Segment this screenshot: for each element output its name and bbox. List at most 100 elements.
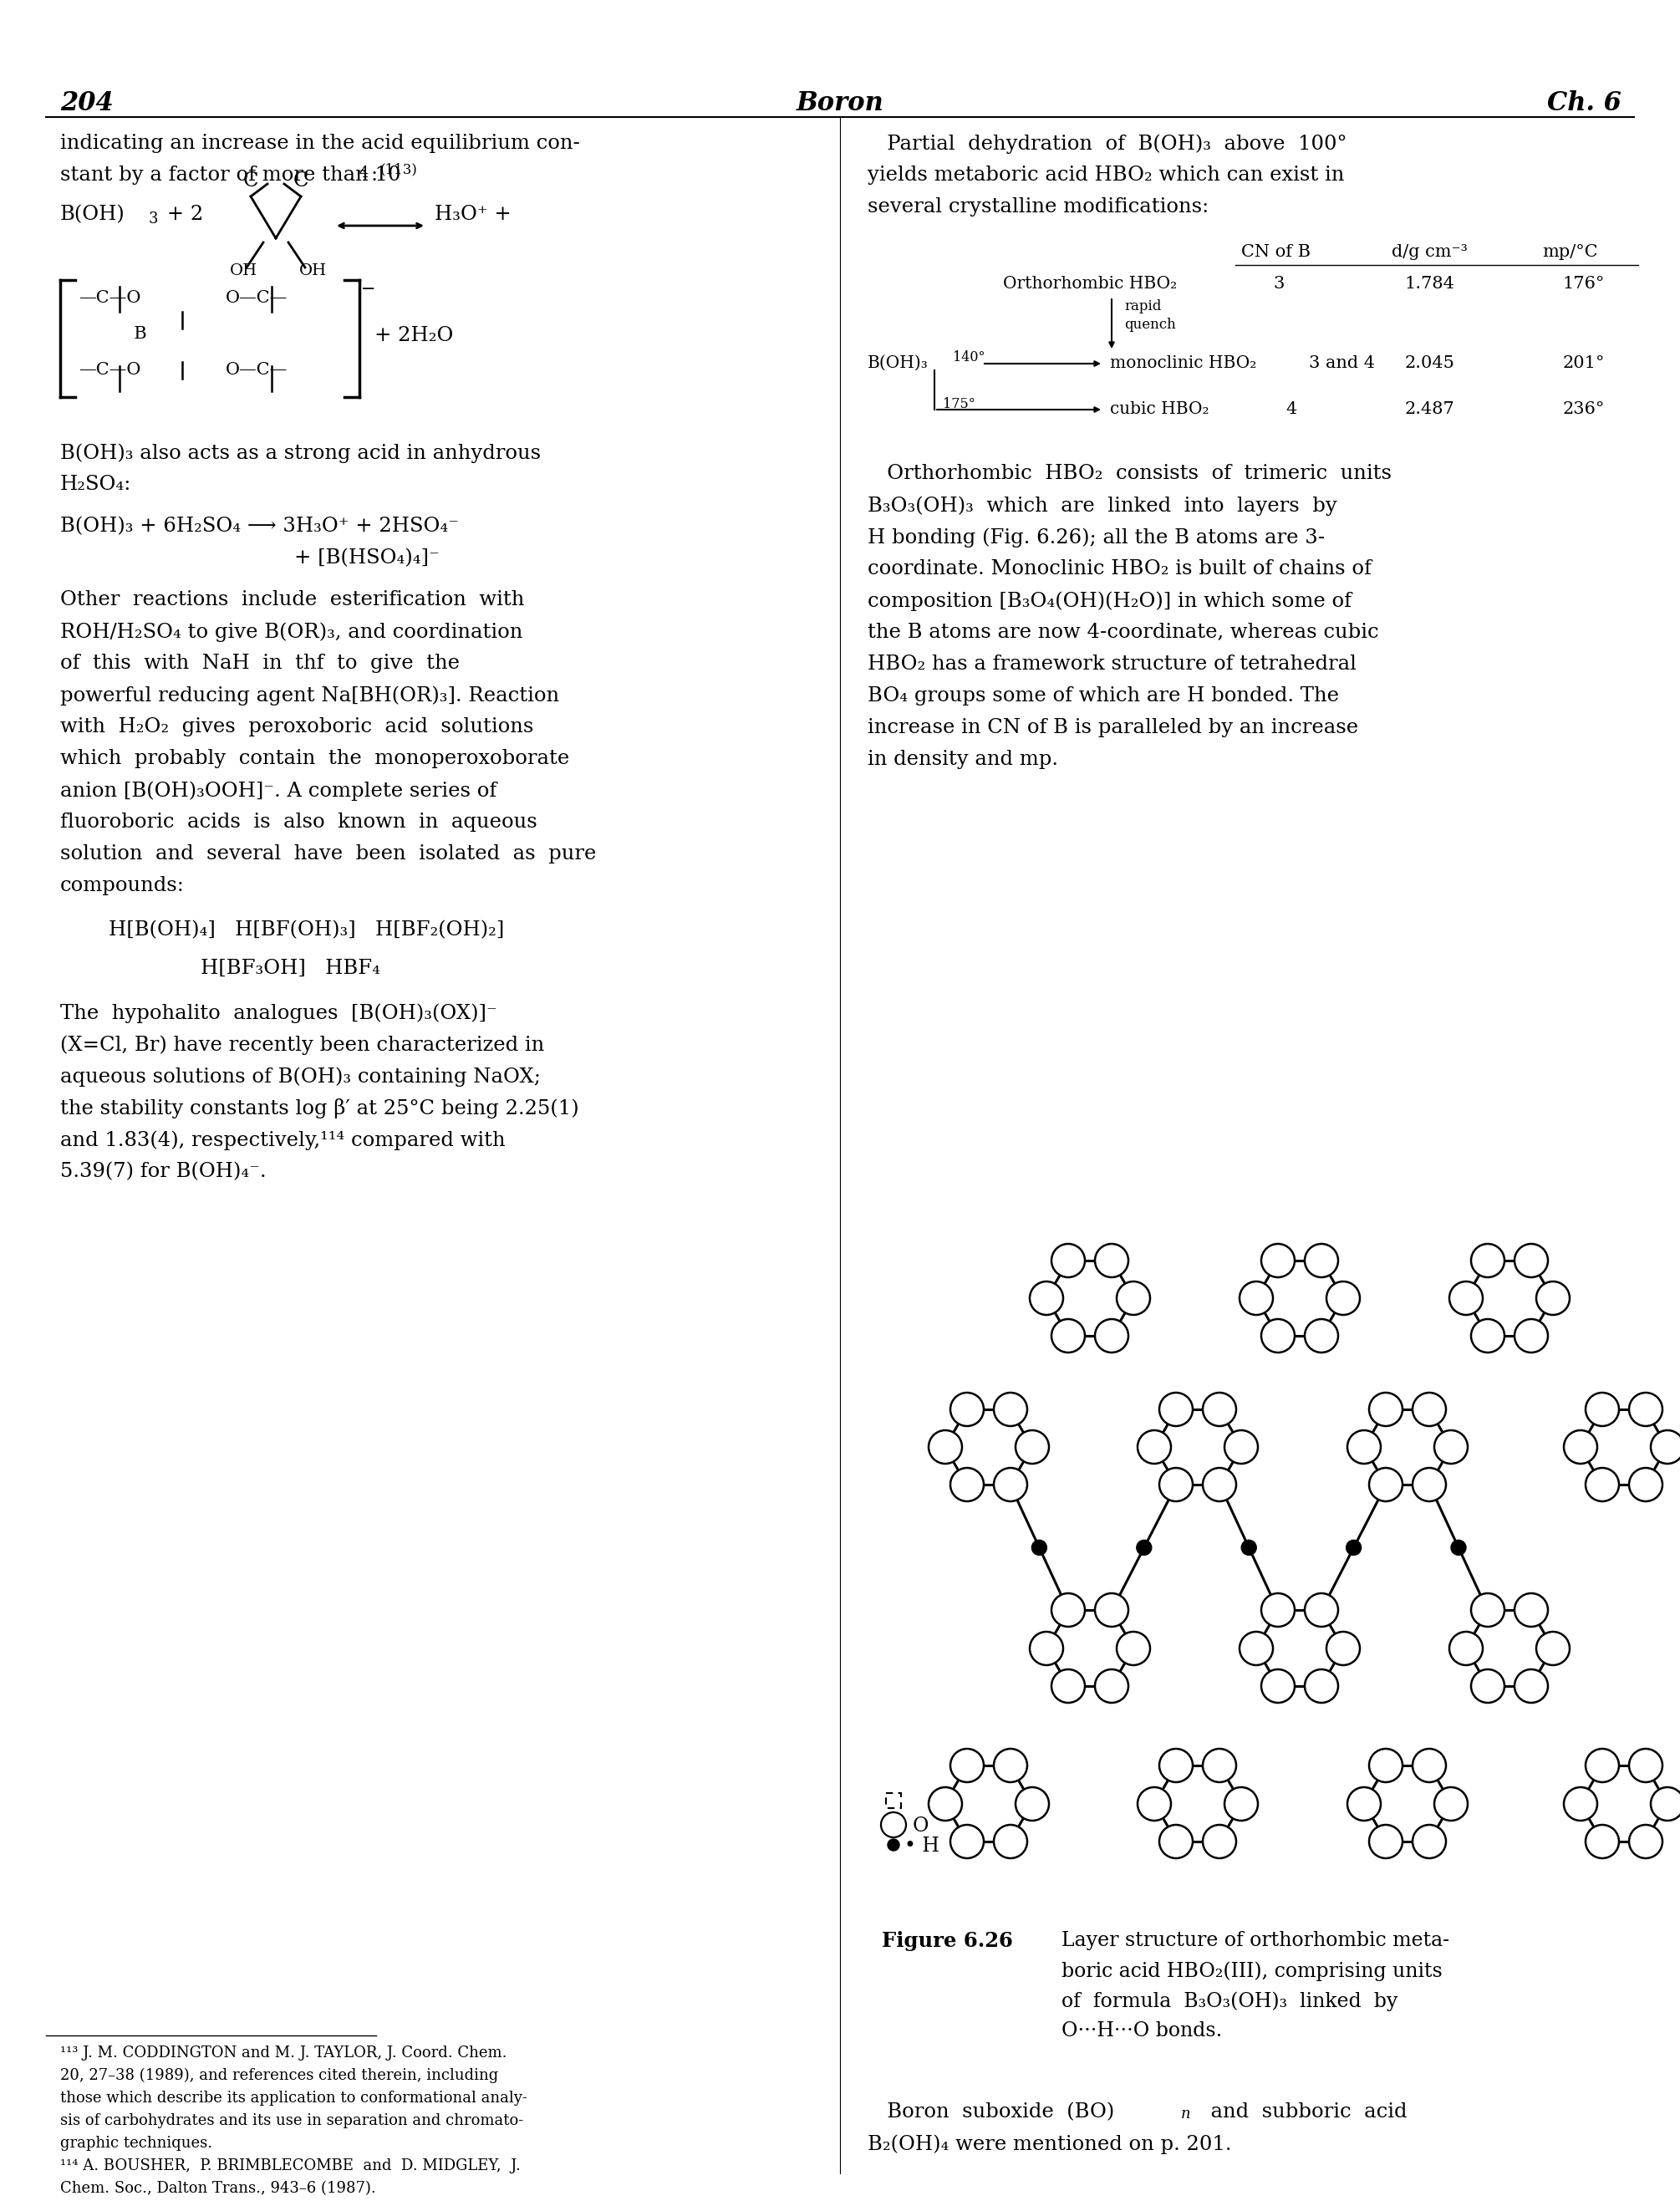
Circle shape (1225, 1429, 1258, 1465)
Text: CN of B: CN of B (1242, 245, 1310, 260)
Circle shape (1137, 1787, 1171, 1820)
Text: quench: quench (1124, 318, 1176, 331)
Circle shape (1095, 1593, 1129, 1626)
Text: 236°: 236° (1562, 401, 1604, 417)
Circle shape (1472, 1319, 1505, 1352)
Circle shape (1242, 1540, 1257, 1555)
Text: O···H···O bonds.: O···H···O bonds. (1062, 2021, 1221, 2041)
Text: 176°: 176° (1562, 276, 1604, 291)
Circle shape (1586, 1749, 1620, 1782)
Circle shape (1095, 1319, 1129, 1352)
Text: 201°: 201° (1562, 355, 1604, 371)
Text: 1.784: 1.784 (1404, 276, 1455, 291)
Circle shape (1327, 1282, 1359, 1315)
Text: 4: 4 (360, 165, 370, 181)
Circle shape (1651, 1429, 1680, 1465)
Circle shape (1305, 1244, 1339, 1277)
Text: d/g cm⁻³: d/g cm⁻³ (1391, 245, 1468, 260)
Circle shape (951, 1824, 984, 1857)
Bar (885, 1793, 900, 1809)
Text: B(OH)₃ + 6H₂SO₄ ⟶ 3H₃O⁺ + 2HSO₄⁻: B(OH)₃ + 6H₂SO₄ ⟶ 3H₃O⁺ + 2HSO₄⁻ (60, 516, 459, 536)
Text: mp/°C: mp/°C (1542, 245, 1598, 260)
Text: 140°: 140° (953, 351, 984, 364)
Circle shape (1203, 1467, 1236, 1502)
Circle shape (1630, 1392, 1663, 1425)
Text: Orthorhombic  HBO₂  consists  of  trimeric  units: Orthorhombic HBO₂ consists of trimeric u… (867, 463, 1391, 483)
Text: O: O (912, 1816, 929, 1835)
Circle shape (1347, 1429, 1381, 1465)
Text: coordinate. Monoclinic HBO₂ is built of chains of: coordinate. Monoclinic HBO₂ is built of … (867, 560, 1371, 578)
Circle shape (1032, 1540, 1047, 1555)
Text: + 2H₂O: + 2H₂O (375, 326, 454, 344)
Text: yields metaboric acid HBO₂ which can exist in: yields metaboric acid HBO₂ which can exi… (867, 165, 1344, 185)
Text: —C—O: —C—O (79, 289, 141, 307)
Text: composition [B₃O₄(OH)(H₂O)] in which some of: composition [B₃O₄(OH)(H₂O)] in which som… (867, 591, 1351, 611)
Circle shape (1262, 1319, 1295, 1352)
Text: the B atoms are now 4-coordinate, whereas cubic: the B atoms are now 4-coordinate, wherea… (867, 622, 1379, 642)
Circle shape (1346, 1540, 1361, 1555)
Circle shape (1159, 1749, 1193, 1782)
Circle shape (1137, 1429, 1171, 1465)
Text: B₃O₃(OH)₃  which  are  linked  into  layers  by: B₃O₃(OH)₃ which are linked into layers b… (867, 496, 1337, 516)
Text: Boron  suboxide  (BO): Boron suboxide (BO) (867, 2102, 1114, 2122)
Circle shape (1203, 1749, 1236, 1782)
Circle shape (1052, 1670, 1085, 1703)
Circle shape (1159, 1824, 1193, 1857)
Text: Chem. Soc., Dalton Trans., 943–6 (1987).: Chem. Soc., Dalton Trans., 943–6 (1987). (60, 2182, 376, 2195)
Text: OH: OH (230, 263, 257, 278)
Circle shape (1514, 1244, 1547, 1277)
Circle shape (1369, 1467, 1403, 1502)
Text: and  subboric  acid: and subboric acid (1198, 2102, 1408, 2122)
Text: indicating an increase in the acid equilibrium con-: indicating an increase in the acid equil… (60, 135, 580, 152)
Circle shape (1564, 1429, 1598, 1465)
Circle shape (1369, 1392, 1403, 1425)
Circle shape (1452, 1540, 1467, 1555)
Text: :: : (371, 165, 378, 185)
Circle shape (1630, 1749, 1663, 1782)
Text: graphic techniques.: graphic techniques. (60, 2135, 212, 2151)
Text: monoclinic HBO₂: monoclinic HBO₂ (1110, 355, 1257, 371)
Text: powerful reducing agent Na[BH(OR)₃]. Reaction: powerful reducing agent Na[BH(OR)₃]. Rea… (60, 686, 559, 706)
Circle shape (1052, 1593, 1085, 1626)
Circle shape (1369, 1749, 1403, 1782)
Circle shape (1095, 1244, 1129, 1277)
Circle shape (1450, 1282, 1483, 1315)
Text: B(OH): B(OH) (60, 205, 126, 225)
Circle shape (1117, 1632, 1151, 1666)
Circle shape (995, 1824, 1026, 1857)
Text: Layer structure of orthorhombic meta-: Layer structure of orthorhombic meta- (1062, 1930, 1450, 1950)
Circle shape (1586, 1392, 1620, 1425)
Text: H bonding (Fig. 6.26); all the B atoms are 3-: H bonding (Fig. 6.26); all the B atoms a… (867, 527, 1326, 547)
Circle shape (1472, 1593, 1505, 1626)
Text: 20, 27–38 (1989), and references cited therein, including: 20, 27–38 (1989), and references cited t… (60, 2067, 499, 2082)
Text: 5.39(7) for B(OH)₄⁻.: 5.39(7) for B(OH)₄⁻. (60, 1163, 267, 1180)
Circle shape (1052, 1319, 1085, 1352)
Text: 175°: 175° (942, 397, 974, 410)
Circle shape (1514, 1593, 1547, 1626)
Text: Partial  dehydration  of  B(OH)₃  above  100°: Partial dehydration of B(OH)₃ above 100° (867, 135, 1347, 154)
Text: 3: 3 (150, 212, 158, 227)
Circle shape (1262, 1593, 1295, 1626)
Text: anion [B(OH)₃OOH]⁻. A complete series of: anion [B(OH)₃OOH]⁻. A complete series of (60, 781, 497, 801)
Text: Orthorhombic HBO₂: Orthorhombic HBO₂ (1003, 276, 1178, 291)
Circle shape (1095, 1670, 1129, 1703)
Text: ¹¹³ J. M. CODDINGTON and M. J. TAYLOR, J. Coord. Chem.: ¹¹³ J. M. CODDINGTON and M. J. TAYLOR, J… (60, 2045, 507, 2060)
Text: ROH/H₂SO₄ to give B(OR)₃, and coordination: ROH/H₂SO₄ to give B(OR)₃, and coordinati… (60, 622, 522, 642)
Text: 2.487: 2.487 (1404, 401, 1455, 417)
Circle shape (1450, 1632, 1483, 1666)
Text: H₂SO₄:: H₂SO₄: (60, 474, 131, 494)
Text: ¹¹⁴ A. BOUSHER,  P. BRIMBLECOMBE  and  D. MIDGLEY,  J.: ¹¹⁴ A. BOUSHER, P. BRIMBLECOMBE and D. M… (60, 2157, 521, 2173)
Text: B₂(OH)₄ were mentioned on p. 201.: B₂(OH)₄ were mentioned on p. 201. (867, 2133, 1231, 2153)
Circle shape (995, 1392, 1026, 1425)
Circle shape (1203, 1824, 1236, 1857)
Circle shape (1472, 1244, 1505, 1277)
Circle shape (1413, 1749, 1446, 1782)
Circle shape (1472, 1670, 1505, 1703)
Circle shape (1369, 1824, 1403, 1857)
Text: solution  and  several  have  been  isolated  as  pure: solution and several have been isolated … (60, 845, 596, 863)
Text: H₃O⁺ +: H₃O⁺ + (435, 205, 511, 225)
Text: −: − (361, 282, 376, 298)
Text: fluoroboric  acids  is  also  known  in  aqueous: fluoroboric acids is also known in aqueo… (60, 812, 538, 832)
Text: The  hypohalito  analogues  [B(OH)₃(OX)]⁻: The hypohalito analogues [B(OH)₃(OX)]⁻ (60, 1004, 497, 1024)
Text: Figure 6.26: Figure 6.26 (882, 1930, 1013, 1950)
